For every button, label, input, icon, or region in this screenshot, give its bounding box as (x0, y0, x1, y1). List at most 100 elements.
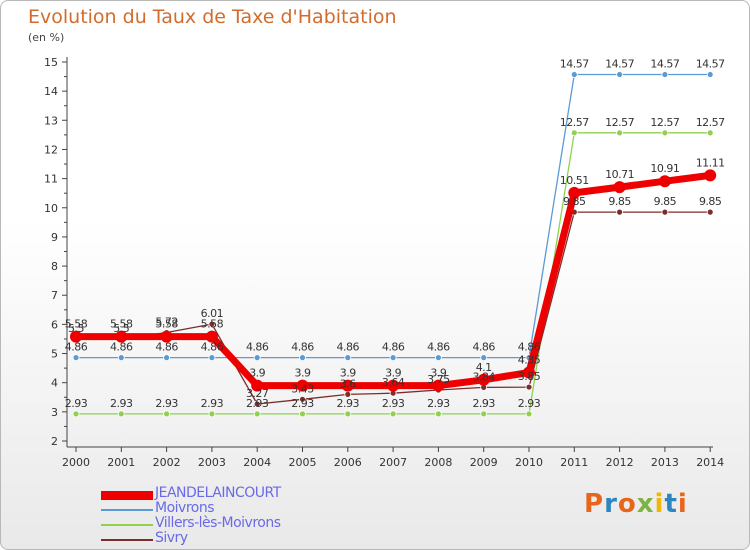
y-tick-label: 6 (51, 318, 58, 331)
data-point (163, 410, 171, 418)
data-label: 3.6 (340, 377, 356, 390)
y-tick-label: 10 (44, 202, 58, 215)
data-point (434, 410, 442, 418)
data-label: 4.35 (518, 353, 541, 366)
legend-label: Villers-lès-Moivrons (155, 515, 281, 531)
data-label: 4.1 (476, 361, 492, 374)
data-label: 4.86 (382, 341, 405, 354)
data-label: 9.85 (563, 195, 586, 208)
x-tick-label: 2004 (243, 456, 271, 469)
data-label: 5.5 (113, 322, 129, 335)
data-point (70, 330, 82, 343)
data-point (525, 383, 533, 391)
y-tick-label: 5 (51, 348, 58, 361)
data-point (480, 354, 488, 362)
data-point (208, 410, 216, 418)
y-tick-label: 13 (44, 114, 58, 127)
data-label: 3.9 (385, 367, 401, 380)
data-label: 5.58 (155, 318, 178, 331)
data-label: 2.93 (110, 397, 133, 410)
data-point (299, 354, 306, 362)
legend-swatch (101, 539, 153, 541)
data-point (253, 410, 261, 418)
logo-letter: t (664, 489, 678, 519)
data-label: 12.57 (605, 116, 634, 129)
data-point (704, 169, 717, 182)
data-point (251, 379, 264, 392)
data-label: 4.86 (155, 341, 178, 354)
logo-letter: i (654, 489, 665, 519)
data-point (163, 354, 171, 362)
data-point (344, 354, 352, 362)
data-label: 6.01 (201, 307, 224, 320)
data-label: 2.93 (382, 397, 405, 410)
data-label: 4.86 (110, 341, 133, 354)
data-point (613, 181, 626, 194)
series-JEANDELAINCOURT (70, 169, 717, 392)
data-point (389, 410, 397, 418)
data-label: 2.93 (155, 397, 178, 410)
data-point (523, 366, 535, 379)
data-label: 14.57 (605, 58, 634, 71)
data-point (570, 71, 578, 78)
data-point (253, 354, 261, 362)
logo-letter: o (617, 489, 637, 519)
data-point (477, 373, 490, 386)
legend-label: Sivry (155, 530, 188, 546)
x-tick-label: 2002 (153, 456, 181, 469)
x-tick-label: 2009 (470, 456, 498, 469)
data-label: 2.93 (65, 397, 88, 410)
data-point (570, 129, 578, 137)
legend-swatch (101, 509, 153, 511)
data-point (706, 71, 714, 78)
y-tick-label: 2 (51, 435, 58, 448)
x-tick-label: 2001 (107, 456, 135, 469)
logo-letter: x (636, 489, 655, 519)
data-label: 9.85 (608, 195, 631, 208)
data-label: 4.86 (246, 341, 269, 354)
data-point (296, 379, 309, 392)
x-tick-label: 2012 (606, 456, 634, 469)
data-label: 3.9 (430, 367, 446, 380)
data-label: 3.85 (518, 370, 541, 383)
x-tick-label: 2005 (289, 456, 317, 469)
data-point (208, 354, 216, 362)
data-point (658, 175, 671, 188)
data-label: 4.86 (472, 341, 495, 354)
data-label: 2.93 (246, 397, 269, 410)
data-label: 14.57 (650, 58, 679, 71)
x-tick-label: 2006 (334, 456, 362, 469)
data-label: 4.86 (427, 341, 450, 354)
data-point (117, 410, 125, 418)
data-point (299, 395, 306, 403)
data-point (432, 379, 445, 392)
y-tick-label: 4 (51, 377, 58, 390)
data-point (72, 354, 80, 362)
data-point (434, 354, 442, 362)
x-tick-label: 2003 (198, 456, 226, 469)
data-label: 2.93 (201, 397, 224, 410)
data-point (706, 129, 714, 137)
data-label: 4.86 (337, 341, 360, 354)
data-label: 10.51 (560, 174, 589, 187)
legend-label: JEANDELAINCOURT (155, 485, 281, 501)
legend-label: Moivrons (155, 500, 215, 516)
data-point (661, 208, 669, 216)
data-label: 10.71 (605, 168, 634, 181)
data-label: 14.57 (696, 58, 725, 71)
data-label: 14.57 (560, 58, 589, 71)
data-label: 12.57 (696, 116, 725, 129)
data-label: 4.86 (201, 341, 224, 354)
series-Villers-lès-Moivrons (72, 129, 714, 418)
logo-letter: i (677, 489, 688, 519)
data-label: 3.43 (291, 382, 314, 395)
y-tick-label: 14 (44, 85, 58, 98)
data-point (616, 129, 623, 137)
logo-letter: r (604, 489, 618, 519)
data-label: 3.9 (340, 367, 356, 380)
data-point (480, 410, 488, 418)
data-label: 2.93 (472, 397, 495, 410)
data-label: 3.27 (246, 387, 269, 400)
